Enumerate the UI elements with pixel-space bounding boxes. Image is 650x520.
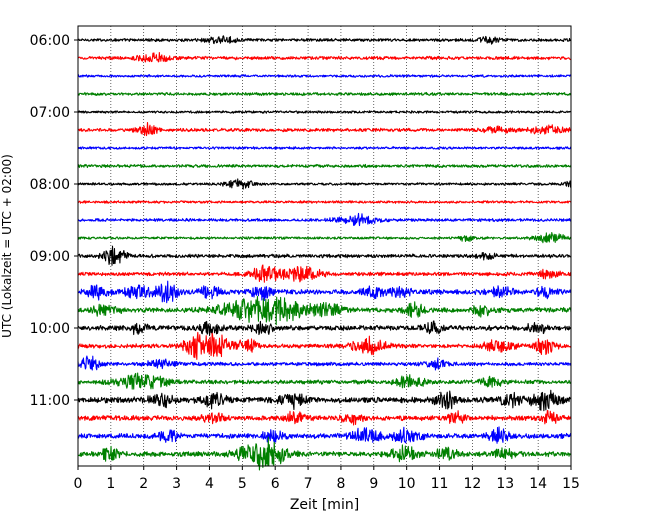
trace-08:30 bbox=[77, 212, 572, 227]
x-tick-label-14: 14 bbox=[529, 476, 547, 492]
trace-07:00 bbox=[77, 110, 572, 114]
y-tick-label-5: 11:00 bbox=[30, 393, 70, 409]
trace-11:45 bbox=[77, 436, 572, 471]
trace-06:45 bbox=[77, 91, 572, 97]
x-tick-label-4: 4 bbox=[205, 476, 214, 492]
trace-09:30 bbox=[77, 280, 572, 304]
x-tick-label-3: 3 bbox=[172, 476, 181, 492]
vertical-grid bbox=[110, 26, 539, 466]
x-axis-ticks: 0 1 2 3 4 5 6 7 8 9 10 11 12 13 14 15 bbox=[74, 466, 580, 492]
trace-09:45 bbox=[77, 296, 572, 326]
x-tick-label-11: 11 bbox=[431, 476, 449, 492]
y-tick-label-1: 07:00 bbox=[30, 105, 70, 121]
trace-06:15 bbox=[77, 52, 572, 63]
x-tick-label-6: 6 bbox=[271, 476, 280, 492]
x-tick-label-0: 0 bbox=[74, 476, 83, 492]
trace-08:00 bbox=[77, 178, 572, 190]
trace-10:30 bbox=[77, 355, 572, 371]
trace-11:30 bbox=[77, 426, 572, 444]
x-tick-label-5: 5 bbox=[238, 476, 247, 492]
trace-08:15 bbox=[77, 200, 572, 204]
y-tick-label-4: 10:00 bbox=[30, 321, 70, 337]
x-tick-label-7: 7 bbox=[304, 476, 313, 492]
y-tick-label-3: 09:00 bbox=[30, 249, 70, 265]
x-tick-label-10: 10 bbox=[398, 476, 416, 492]
trace-09:15 bbox=[77, 264, 572, 283]
seismogram-traces bbox=[77, 35, 572, 471]
y-tick-label-2: 08:00 bbox=[30, 177, 70, 193]
trace-06:30 bbox=[77, 74, 572, 78]
trace-11:15 bbox=[77, 410, 572, 426]
x-axis-label: Zeit [min] bbox=[290, 497, 359, 513]
trace-11:00 bbox=[77, 389, 572, 412]
y-axis-label: UTC (Lokalzeit = UTC + 02:00) bbox=[0, 154, 14, 338]
trace-07:30 bbox=[77, 146, 572, 150]
trace-10:00 bbox=[77, 320, 572, 336]
y-axis-ticks: 06:00 07:00 08:00 09:00 10:00 11:00 bbox=[30, 33, 78, 409]
x-tick-label-2: 2 bbox=[139, 476, 148, 492]
x-tick-label-1: 1 bbox=[106, 476, 115, 492]
trace-06:00 bbox=[77, 35, 572, 45]
trace-08:45 bbox=[77, 231, 572, 244]
plot-frame bbox=[77, 25, 572, 467]
trace-07:15 bbox=[77, 121, 572, 137]
x-tick-label-12: 12 bbox=[463, 476, 481, 492]
trace-10:45 bbox=[77, 372, 572, 390]
x-tick-label-8: 8 bbox=[336, 476, 345, 492]
x-tick-label-9: 9 bbox=[369, 476, 378, 492]
trace-07:45 bbox=[77, 163, 572, 169]
trace-09:00 bbox=[77, 245, 572, 266]
trace-10:15 bbox=[77, 331, 572, 360]
y-tick-label-0: 06:00 bbox=[30, 33, 70, 49]
x-tick-label-15: 15 bbox=[562, 476, 580, 492]
x-tick-label-13: 13 bbox=[496, 476, 514, 492]
